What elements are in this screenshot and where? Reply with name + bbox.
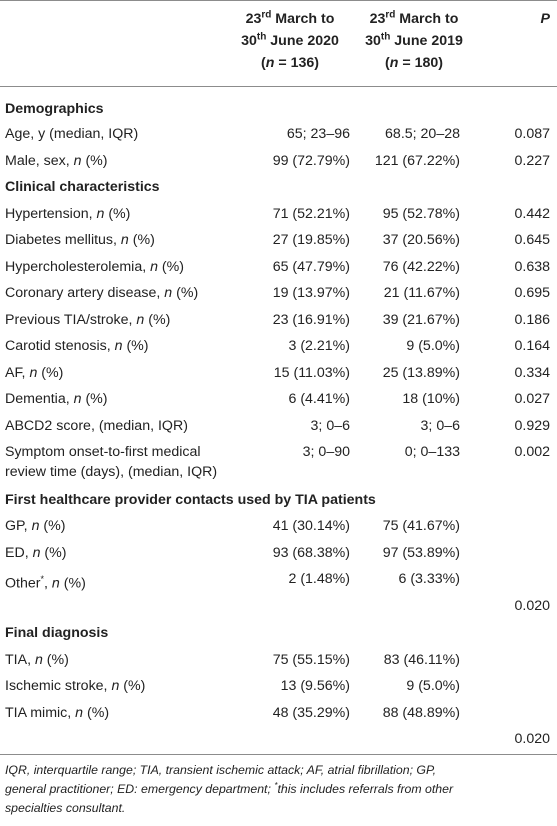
header-rule (0, 86, 557, 87)
column-header-2019: 23rd March to 30th June 2019 (n = 180) (365, 9, 463, 71)
column-header-2020: 23rd March to 30th June 2020 (n = 136) (241, 9, 339, 71)
table-footnote: IQR, interquartile range; TIA, transient… (5, 763, 454, 815)
column-header-p: P (540, 11, 550, 27)
table-row-onset-to-review: Symptom onset-to-first medical review ti… (5, 444, 550, 480)
bottom-rule (0, 754, 557, 755)
top-rule (0, 0, 557, 1)
